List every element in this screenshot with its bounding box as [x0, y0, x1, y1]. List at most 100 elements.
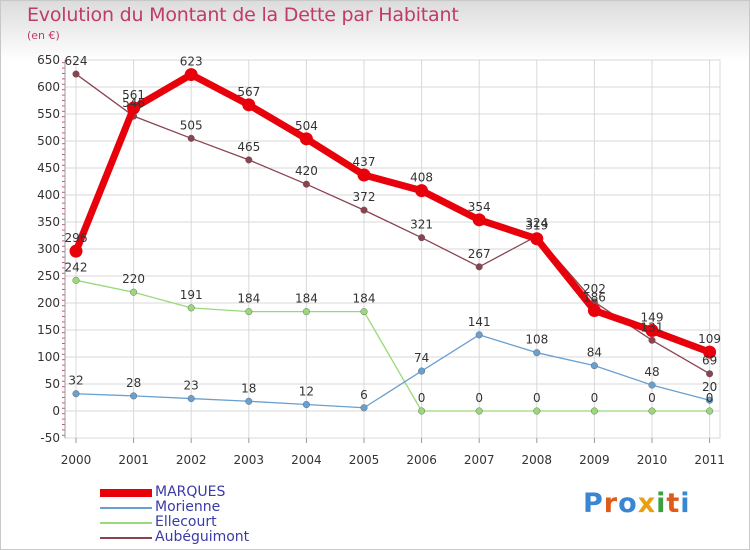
data-point: [475, 263, 483, 271]
data-point: [587, 304, 601, 318]
y-tick-label: 450: [37, 161, 60, 175]
y-tick-label: 300: [37, 242, 60, 256]
data-label: 184: [237, 292, 260, 306]
data-label: 561: [122, 88, 145, 102]
data-point: [187, 134, 195, 142]
data-point: [533, 407, 541, 415]
data-point: [245, 397, 253, 405]
data-label: 0: [418, 391, 426, 405]
legend-label: Ellecourt: [155, 514, 217, 530]
data-point: [242, 98, 256, 112]
series-group: [69, 68, 717, 415]
y-tick-label: 100: [37, 350, 60, 364]
series-line: [75, 73, 710, 375]
data-point: [72, 276, 80, 284]
data-label: 0: [706, 391, 714, 405]
y-tick-label: 400: [37, 188, 60, 202]
data-point: [472, 213, 486, 227]
x-tick-label: 2006: [406, 453, 437, 467]
data-point: [475, 407, 483, 415]
data-label: 141: [468, 315, 491, 329]
legend-swatch: [100, 507, 152, 509]
data-label: 267: [468, 247, 491, 261]
data-label: 131: [641, 320, 664, 334]
y-tick-label: 500: [37, 134, 60, 148]
data-label: 186: [583, 291, 606, 305]
data-label: 0: [475, 391, 483, 405]
data-label: 242: [65, 260, 88, 274]
series-ellecourt: [72, 276, 714, 415]
data-point: [360, 308, 368, 316]
data-label: 567: [237, 85, 260, 99]
legend-swatch: [100, 489, 152, 497]
data-label: 321: [410, 218, 433, 232]
data-label: 372: [353, 190, 376, 204]
x-tick-label: 2000: [61, 453, 92, 467]
x-tick-label: 2003: [234, 453, 265, 467]
data-point: [245, 156, 253, 164]
y-axis: -50 0 50 100 150 200 250 300 350 400 450 500 550 600 6…: [37, 53, 66, 445]
series-marques: [69, 68, 717, 359]
data-point: [302, 401, 310, 409]
data-point: [418, 407, 426, 415]
data-label: 32: [68, 374, 83, 388]
chart-title: Evolution du Montant de la Dette par Hab…: [27, 4, 459, 26]
y-tick-label: 200: [37, 296, 60, 310]
data-label: 69: [702, 354, 717, 368]
y-tick-label: 0: [52, 404, 60, 418]
data-point: [69, 244, 83, 258]
data-point: [703, 345, 717, 359]
data-point: [72, 70, 80, 78]
data-point: [245, 308, 253, 316]
data-point: [706, 396, 714, 404]
data-label: 546: [122, 96, 145, 110]
data-label: 624: [65, 54, 88, 68]
x-tick-label: 2005: [349, 453, 380, 467]
series-line: [75, 334, 710, 409]
data-label: 28: [126, 376, 141, 390]
data-label: 74: [414, 351, 429, 365]
data-label: 108: [525, 333, 548, 347]
data-point: [590, 362, 598, 370]
data-point: [187, 304, 195, 312]
legend-swatch: [100, 522, 152, 524]
data-label: 23: [184, 379, 199, 393]
data-label: 354: [468, 200, 491, 214]
data-point: [706, 407, 714, 415]
legend-label: Aubéguimont: [155, 529, 250, 545]
data-label: 184: [353, 292, 376, 306]
y-tick-label: 50: [45, 377, 60, 391]
data-label: 20: [702, 380, 717, 394]
x-tick-label: 2004: [291, 453, 322, 467]
data-point: [187, 395, 195, 403]
data-label: 109: [698, 332, 721, 346]
x-tick-label: 2011: [694, 453, 725, 467]
y-tick-label: 600: [37, 80, 60, 94]
data-point: [648, 336, 656, 344]
data-label: 84: [587, 346, 602, 360]
legend-swatch: [100, 537, 152, 539]
data-point: [360, 206, 368, 214]
data-label: 0: [533, 391, 541, 405]
data-point: [418, 367, 426, 375]
data-point: [530, 232, 544, 246]
data-point: [130, 392, 138, 400]
y-tick-label: 150: [37, 323, 60, 337]
legend-label: Morienne: [155, 499, 221, 515]
series-morienne: [72, 331, 714, 412]
data-label: 420: [295, 164, 318, 178]
data-point: [302, 180, 310, 188]
data-label: 149: [641, 311, 664, 325]
data-label: 319: [525, 219, 548, 233]
data-point: [590, 407, 598, 415]
x-tick-label: 2010: [637, 453, 668, 467]
data-label: 18: [241, 381, 256, 395]
data-point: [475, 331, 483, 339]
data-point: [648, 407, 656, 415]
x-tick-label: 2002: [176, 453, 207, 467]
data-point: [302, 308, 310, 316]
data-label: 0: [591, 391, 599, 405]
y-tick-label: 650: [37, 53, 60, 67]
